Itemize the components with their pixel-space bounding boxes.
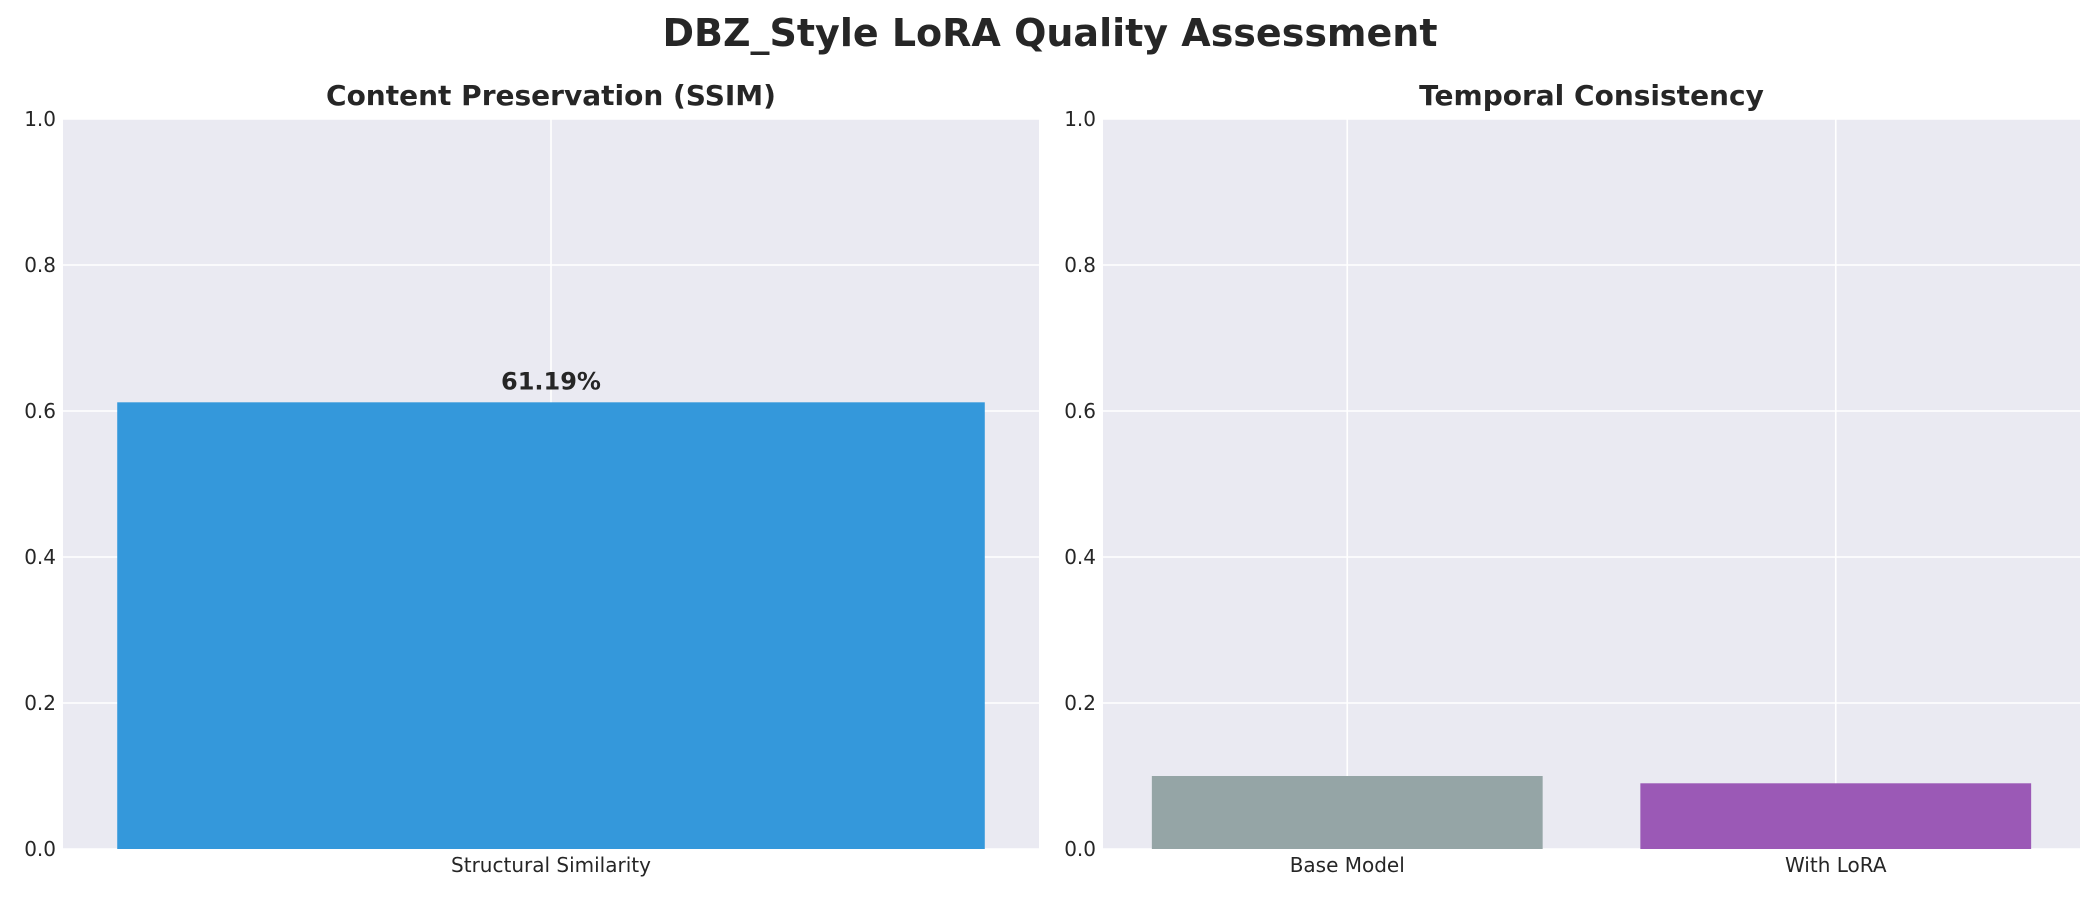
bar bbox=[1640, 783, 2032, 849]
y-tick-label: 0.8 bbox=[1064, 253, 1096, 277]
plot-background bbox=[1103, 119, 2080, 849]
y-tick-label: 1.0 bbox=[1064, 107, 1096, 131]
y-tick-label: 0.6 bbox=[1064, 399, 1096, 423]
y-tick-label: 0.0 bbox=[24, 837, 56, 861]
chart-panel-ssim: 0.0 0.2 0.4 0.6 0.8 1.0 Structural Similarity 6… bbox=[24, 79, 1039, 877]
y-tick-label: 0.4 bbox=[1064, 545, 1096, 569]
y-tick-label: 0.4 bbox=[24, 545, 56, 569]
y-tick-label: 0.8 bbox=[24, 253, 56, 277]
y-tick-label: 0.2 bbox=[24, 691, 56, 715]
y-tick-label: 0.0 bbox=[1064, 837, 1096, 861]
bar bbox=[1151, 776, 1543, 849]
data-label: 61.19% bbox=[501, 367, 601, 395]
x-tick-label: Base Model bbox=[1290, 853, 1405, 877]
bar bbox=[117, 402, 985, 849]
x-tick-label: With LoRA bbox=[1785, 853, 1887, 877]
y-tick-label: 0.2 bbox=[1064, 691, 1096, 715]
chart-title: Temporal Consistency bbox=[1419, 79, 1764, 112]
chart-panel-temporal: 0.0 0.2 0.4 0.6 0.8 1.0 Base Model With LoRA Tem… bbox=[1064, 79, 2080, 877]
y-tick-label: 0.6 bbox=[24, 399, 56, 423]
x-tick-label: Structural Similarity bbox=[451, 853, 651, 877]
chart-title: Content Preservation (SSIM) bbox=[326, 79, 776, 112]
figure-title: DBZ_Style LoRA Quality Assessment bbox=[662, 11, 1437, 55]
y-tick-label: 1.0 bbox=[24, 107, 56, 131]
